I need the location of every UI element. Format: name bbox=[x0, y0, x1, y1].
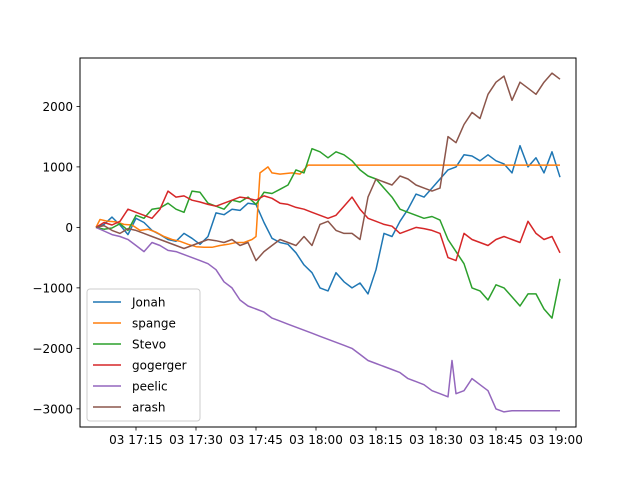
legend-label-peelic: peelic bbox=[132, 380, 168, 394]
x-tick-label: 03 17:45 bbox=[229, 433, 283, 447]
plot-frame bbox=[79, 57, 577, 428]
x-tick-label: 03 18:00 bbox=[289, 433, 343, 447]
y-tick-label: 0 bbox=[65, 221, 73, 235]
x-tick-label: 03 18:15 bbox=[349, 433, 403, 447]
legend-label-spange: spange bbox=[132, 317, 176, 331]
y-tick-label: 2000 bbox=[42, 100, 73, 114]
y-axis: 2000 1000 0 −1000 −2000 −3000 bbox=[32, 100, 80, 416]
x-tick-label: 03 19:00 bbox=[529, 433, 583, 447]
series-line-peelic bbox=[95, 226, 560, 413]
series-line-arash bbox=[95, 72, 561, 262]
plot-lines bbox=[95, 72, 561, 413]
legend: Jonah spange Stevo gogerger peelic arash bbox=[86, 288, 201, 422]
x-tick-label: 03 18:45 bbox=[469, 433, 523, 447]
legend-label-arash: arash bbox=[132, 401, 166, 415]
legend-label-jonah: Jonah bbox=[131, 296, 165, 310]
series-line-gogerger bbox=[95, 190, 561, 262]
x-axis: 03 17:15 03 17:30 03 17:45 03 18:00 03 18:15… bbox=[109, 427, 583, 447]
series-line-stevo bbox=[95, 147, 561, 319]
y-tick-label: −3000 bbox=[32, 402, 73, 416]
series-line-spange bbox=[95, 164, 560, 249]
legend-label-stevo: Stevo bbox=[132, 338, 166, 352]
legend-label-gogerger: gogerger bbox=[132, 359, 187, 373]
y-tick-label: 1000 bbox=[42, 160, 73, 174]
y-tick-label: −2000 bbox=[32, 342, 73, 356]
y-tick-label: −1000 bbox=[32, 281, 73, 295]
legend-box bbox=[86, 288, 201, 422]
x-tick-label: 03 17:15 bbox=[109, 433, 163, 447]
x-tick-label: 03 17:30 bbox=[169, 433, 223, 447]
series-line-jonah bbox=[95, 144, 561, 295]
x-tick-label: 03 18:30 bbox=[409, 433, 463, 447]
